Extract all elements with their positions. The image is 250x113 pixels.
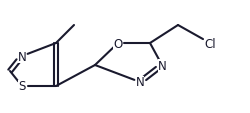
Text: N: N bbox=[18, 50, 26, 63]
Text: Cl: Cl bbox=[204, 37, 216, 50]
Text: N: N bbox=[136, 76, 144, 89]
Text: S: S bbox=[18, 80, 26, 93]
Text: O: O bbox=[114, 37, 122, 50]
Text: N: N bbox=[158, 59, 166, 72]
